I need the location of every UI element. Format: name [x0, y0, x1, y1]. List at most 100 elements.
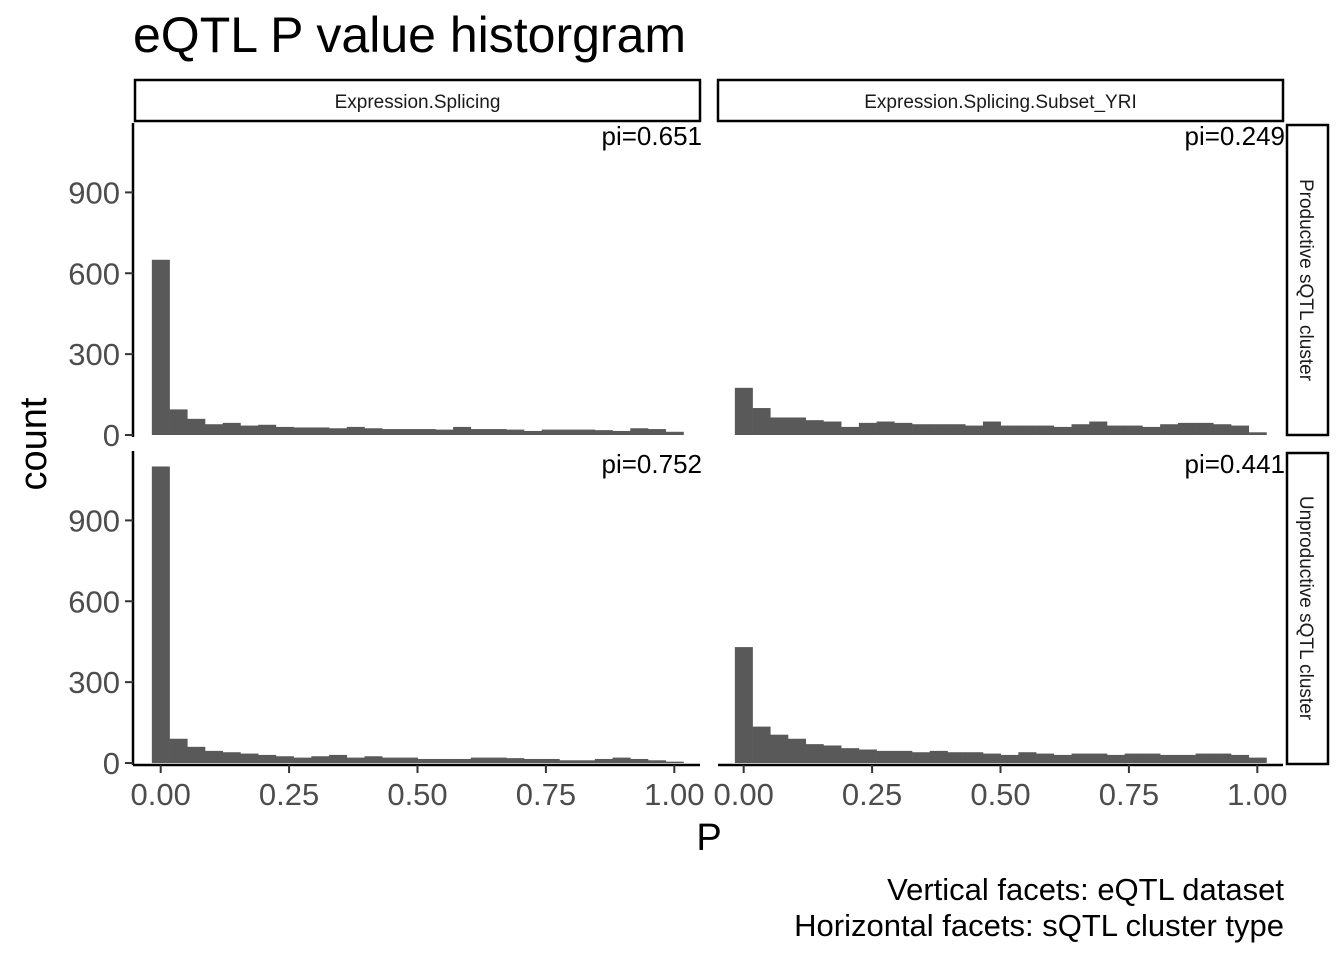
histogram-bar: [594, 430, 613, 435]
x-axis-title: P: [696, 817, 721, 859]
histogram-bar: [841, 748, 860, 763]
strip-col-1-box: [133, 78, 702, 123]
pi-label: pi=0.249: [1185, 121, 1285, 151]
histogram-bar: [577, 760, 596, 763]
histogram-bar: [1160, 754, 1179, 763]
histogram-bar: [488, 757, 507, 763]
histogram-bar: [222, 752, 241, 763]
histogram-bar: [1089, 421, 1108, 435]
histogram-bar: [329, 754, 348, 763]
x-tick-label: 1.00: [1227, 777, 1287, 812]
histogram-bar: [364, 428, 383, 435]
x-tick-label: 0.75: [1099, 777, 1159, 812]
histogram-bar: [823, 421, 842, 435]
histogram-bar: [240, 425, 259, 435]
histogram-bar: [752, 408, 771, 435]
histogram-bar: [417, 758, 436, 763]
histogram-bar: [187, 746, 206, 763]
x-tick-label: 0.00: [714, 777, 774, 812]
panels-group: pi=0.651 pi=0.249 pi=0.752 pi=0.441 0 300 600 9…: [68, 121, 1287, 812]
histogram-bar: [417, 429, 436, 435]
histogram-bar: [577, 429, 596, 435]
histogram-bar: [1160, 424, 1179, 435]
y-tick-label: 300: [68, 337, 120, 372]
histogram-bar: [788, 417, 807, 435]
histogram-bar: [523, 430, 542, 435]
histogram-bar: [770, 734, 789, 763]
histogram-bar: [823, 745, 842, 763]
histogram-bar: [346, 757, 365, 763]
histogram-bar: [311, 427, 330, 435]
histogram-bar: [1142, 753, 1161, 763]
histogram-bar: [169, 738, 188, 763]
histogram-bar: [894, 422, 913, 435]
histogram-bar: [1106, 754, 1125, 763]
histogram-bar: [1036, 425, 1055, 435]
histogram-bar: [275, 756, 294, 763]
y-tick-label: 900: [68, 503, 120, 538]
strip-col-1-label: Expression.Splicing: [335, 92, 501, 113]
histogram-bar: [1213, 753, 1232, 763]
histogram-bar: [311, 756, 330, 763]
histogram-bar: [1213, 424, 1232, 435]
histogram-bar: [648, 760, 667, 763]
caption-line-1: Vertical facets: eQTL dataset: [887, 872, 1284, 907]
histogram-bar: [1195, 753, 1214, 763]
histogram-bar: [612, 757, 631, 763]
histogram-bar: [1124, 425, 1143, 435]
x-tick-label: 1.00: [644, 777, 704, 812]
histogram-bar: [876, 750, 895, 763]
histogram-bar: [876, 421, 895, 435]
histogram-bar: [929, 750, 948, 763]
histogram-bar: [1231, 425, 1250, 435]
strip-row-1-label: Productive sQTL cluster: [1295, 179, 1316, 382]
histogram-bar: [965, 425, 984, 435]
histogram-bar: [399, 429, 418, 435]
x-tick-label: 0.25: [259, 777, 319, 812]
histogram-bar: [399, 757, 418, 763]
histogram-bar: [222, 422, 241, 435]
histogram-bar: [506, 758, 525, 763]
histogram-bar: [1000, 425, 1019, 435]
y-tick-label: 600: [68, 584, 120, 619]
strip-row-2-box: [1285, 451, 1330, 766]
x-tick-label: 0.75: [516, 777, 576, 812]
y-axis-title: count: [13, 397, 55, 490]
histogram-bar: [648, 429, 667, 435]
histogram-bar: [151, 259, 170, 435]
x-tick-label: 0.50: [387, 777, 447, 812]
histogram-bar: [151, 466, 170, 763]
histogram-bar: [1018, 425, 1037, 435]
histogram-bar: [1053, 754, 1072, 763]
histogram-bar: [1124, 753, 1143, 763]
histogram-bar: [506, 429, 525, 435]
histogram-bar: [894, 750, 913, 763]
pi-label: pi=0.651: [602, 121, 702, 151]
histogram-bar: [665, 431, 684, 435]
histogram-bar: [1248, 432, 1267, 435]
histogram-bar: [435, 429, 454, 435]
histogram-bar: [752, 726, 771, 763]
histogram-bar: [1195, 422, 1214, 435]
histogram-bar: [240, 753, 259, 763]
histogram-bar: [364, 756, 383, 763]
histogram-bar: [858, 749, 877, 763]
histogram-bar: [770, 417, 789, 435]
y-tick-label: 600: [68, 256, 120, 291]
histogram-bar: [982, 753, 1001, 763]
histogram-bar: [1248, 757, 1267, 763]
histogram-bar: [205, 750, 224, 763]
x-tick-label: 0.00: [131, 777, 191, 812]
histogram-bar: [630, 428, 649, 435]
histogram-bar: [858, 422, 877, 435]
histogram-bar: [258, 424, 277, 435]
histogram-bar: [541, 429, 560, 435]
strip-row-2-label: Unproductive sQTL cluster: [1295, 496, 1316, 721]
histogram-bar: [523, 758, 542, 763]
histogram-bar: [805, 744, 824, 763]
histogram-bar: [559, 429, 578, 435]
histogram-bar: [665, 761, 684, 763]
histogram-bar: [1177, 422, 1196, 435]
histogram-bar: [734, 647, 753, 763]
